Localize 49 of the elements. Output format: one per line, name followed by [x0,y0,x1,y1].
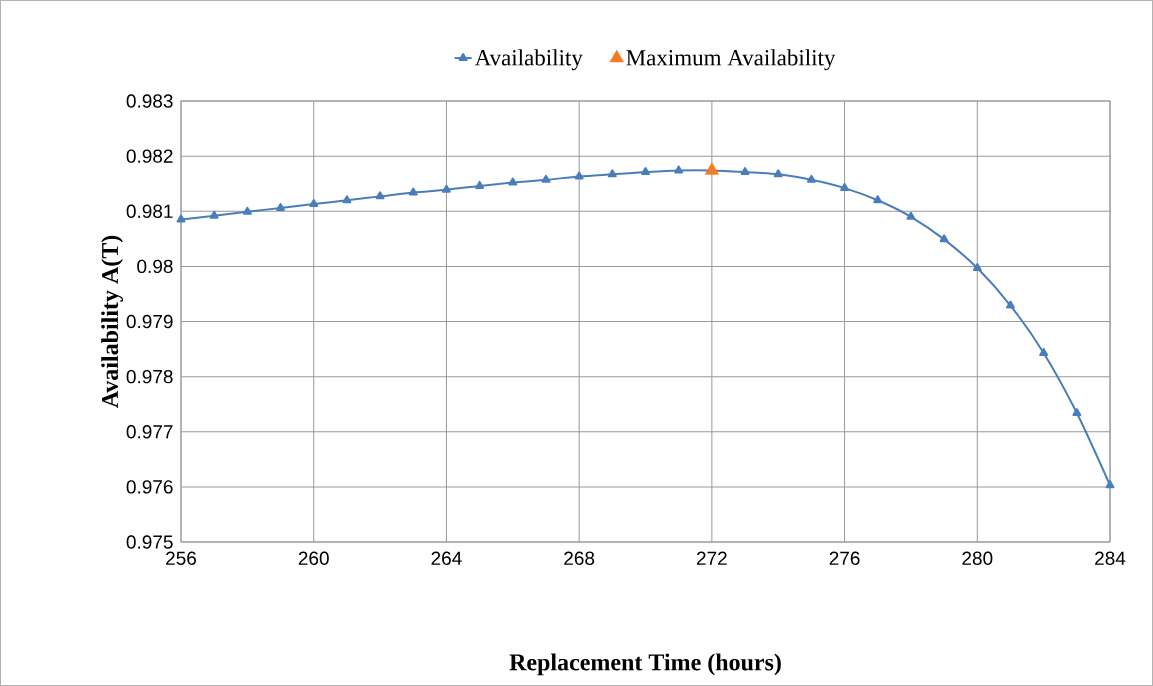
x-tick-label: 276 [829,551,860,565]
x-tick-label: 280 [962,551,993,565]
point [441,184,451,193]
y-tick-label: 0.982 [126,149,173,163]
x-tick-label: 284 [1095,551,1126,565]
x-axis-title: Replacement Time (hours) [509,653,781,676]
point [806,174,816,183]
point [309,199,319,208]
y-tick-label: 0.983 [126,94,173,108]
point [508,177,518,186]
point [641,167,650,176]
point [939,234,949,243]
y-tick-label: 0.976 [126,480,173,494]
point [972,263,982,272]
y-axis-title: Availability A(T) [101,235,124,409]
legend-label: Maximum Availability [626,49,836,71]
y-tick-label: 0.975 [126,535,173,549]
y-tick-label: 0.979 [126,314,173,329]
y-tick-label: 0.977 [126,425,173,439]
point [1105,480,1115,489]
y-tick-label: 0.981 [126,204,173,218]
point [1072,408,1082,417]
point [276,202,285,211]
x-tick-label: 264 [431,551,462,565]
legend-label: Availability [474,49,583,71]
point [740,167,750,176]
y-tick-label: 0.978 [126,369,173,384]
point [773,169,783,178]
point [375,191,385,200]
x-tick-label: 268 [564,551,595,565]
y-tick-label: 0.98 [137,259,173,274]
point [574,171,584,180]
point [541,174,551,183]
point [1039,347,1049,356]
point [840,183,850,192]
point [607,169,617,178]
point [242,206,252,215]
point [408,187,418,196]
point [906,211,916,220]
point [873,195,883,204]
point [176,214,186,223]
point [674,165,684,174]
x-tick-label: 272 [696,551,727,565]
point [1006,300,1015,309]
point [342,195,352,204]
point [209,210,219,219]
x-tick-label: 260 [298,551,329,565]
point [475,180,485,189]
x-tick-label: 256 [166,551,197,565]
